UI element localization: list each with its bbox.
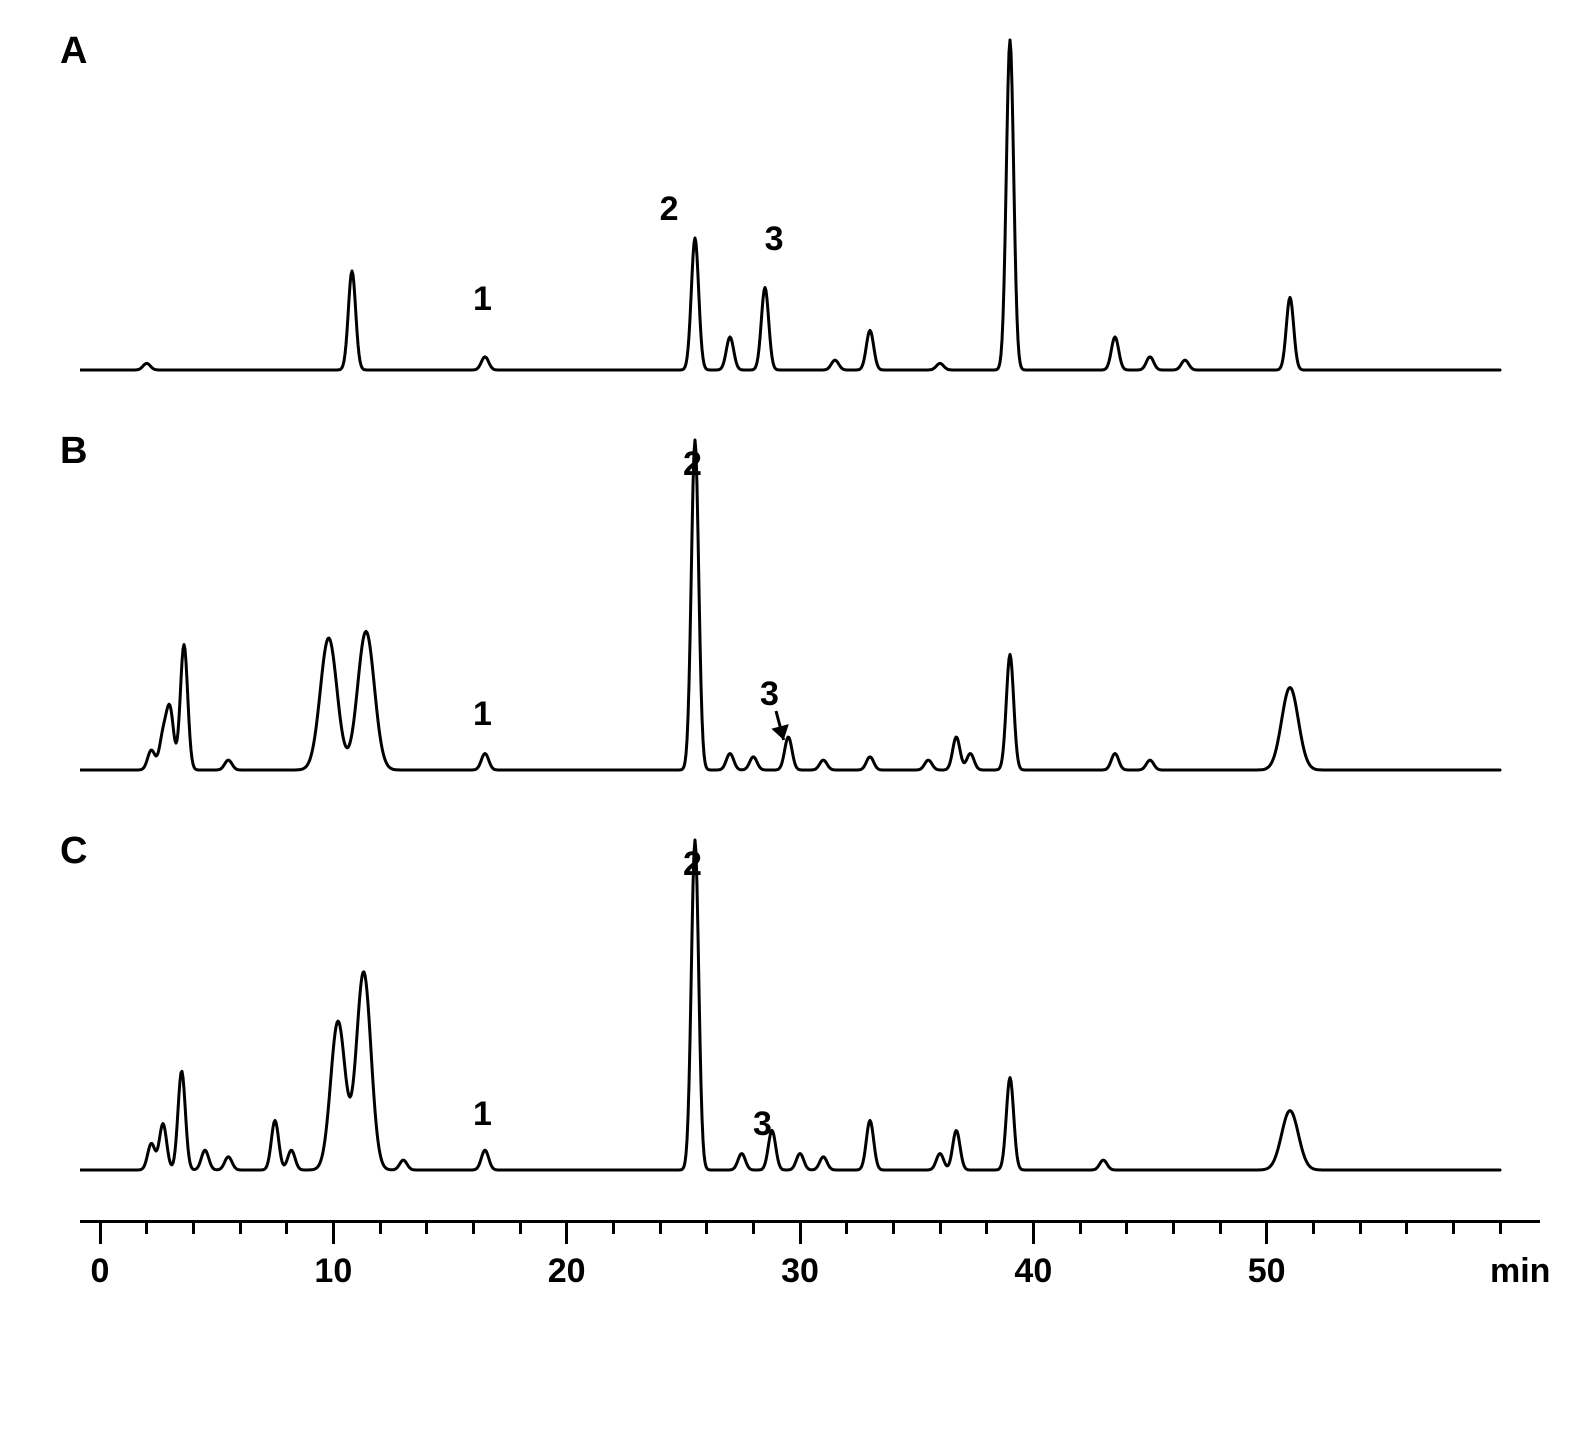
panel-b-label: B — [60, 430, 87, 473]
major-tick — [1032, 1220, 1035, 1244]
minor-tick — [1172, 1220, 1175, 1234]
minor-tick — [985, 1220, 988, 1234]
x-axis-line — [80, 1220, 1540, 1223]
tick-label: 30 — [781, 1252, 819, 1291]
peak-label: 3 — [765, 220, 784, 259]
major-tick — [1265, 1220, 1268, 1244]
minor-tick — [1499, 1220, 1502, 1234]
panel-c: C 1 2 3 — [40, 820, 1540, 1200]
minor-tick — [752, 1220, 755, 1234]
peak-label: 2 — [683, 845, 702, 884]
trace-c — [40, 820, 1540, 1200]
minor-tick — [659, 1220, 662, 1234]
peak-label: 2 — [683, 445, 702, 484]
minor-tick — [145, 1220, 148, 1234]
minor-tick — [425, 1220, 428, 1234]
tick-label: 40 — [1014, 1252, 1052, 1291]
tick-label: 10 — [314, 1252, 352, 1291]
x-axis: min 01020304050 — [40, 1210, 1540, 1330]
peak-label: 1 — [473, 280, 492, 319]
major-tick — [332, 1220, 335, 1244]
tick-label: 50 — [1248, 1252, 1286, 1291]
minor-tick — [892, 1220, 895, 1234]
minor-tick — [285, 1220, 288, 1234]
major-tick — [99, 1220, 102, 1244]
minor-tick — [1312, 1220, 1315, 1234]
peak-label: 3 — [760, 675, 779, 714]
minor-tick — [845, 1220, 848, 1234]
peak-label: 2 — [660, 190, 679, 229]
minor-tick — [239, 1220, 242, 1234]
minor-tick — [519, 1220, 522, 1234]
major-tick — [799, 1220, 802, 1244]
minor-tick — [192, 1220, 195, 1234]
panel-b: B 1 2 3 — [40, 420, 1540, 800]
panel-a: A 1 2 3 — [40, 20, 1540, 400]
tick-label: 20 — [548, 1252, 586, 1291]
peak-label: 1 — [473, 1095, 492, 1134]
minor-tick — [1219, 1220, 1222, 1234]
chromatogram-figure: A 123 B 123 C 123 min 01020304050 — [40, 20, 1540, 1400]
minor-tick — [705, 1220, 708, 1234]
trace-b — [40, 420, 1540, 800]
minor-tick — [939, 1220, 942, 1234]
trace-a — [40, 20, 1540, 400]
peak-label: 1 — [473, 695, 492, 734]
x-axis-title: min — [1490, 1252, 1550, 1291]
minor-tick — [1125, 1220, 1128, 1234]
minor-tick — [612, 1220, 615, 1234]
minor-tick — [379, 1220, 382, 1234]
minor-tick — [1405, 1220, 1408, 1234]
minor-tick — [472, 1220, 475, 1234]
minor-tick — [1359, 1220, 1362, 1234]
tick-label: 0 — [91, 1252, 110, 1291]
peak-label: 3 — [753, 1105, 772, 1144]
panel-c-label: C — [60, 830, 87, 873]
panel-a-label: A — [60, 30, 87, 73]
minor-tick — [1452, 1220, 1455, 1234]
minor-tick — [1079, 1220, 1082, 1234]
major-tick — [565, 1220, 568, 1244]
